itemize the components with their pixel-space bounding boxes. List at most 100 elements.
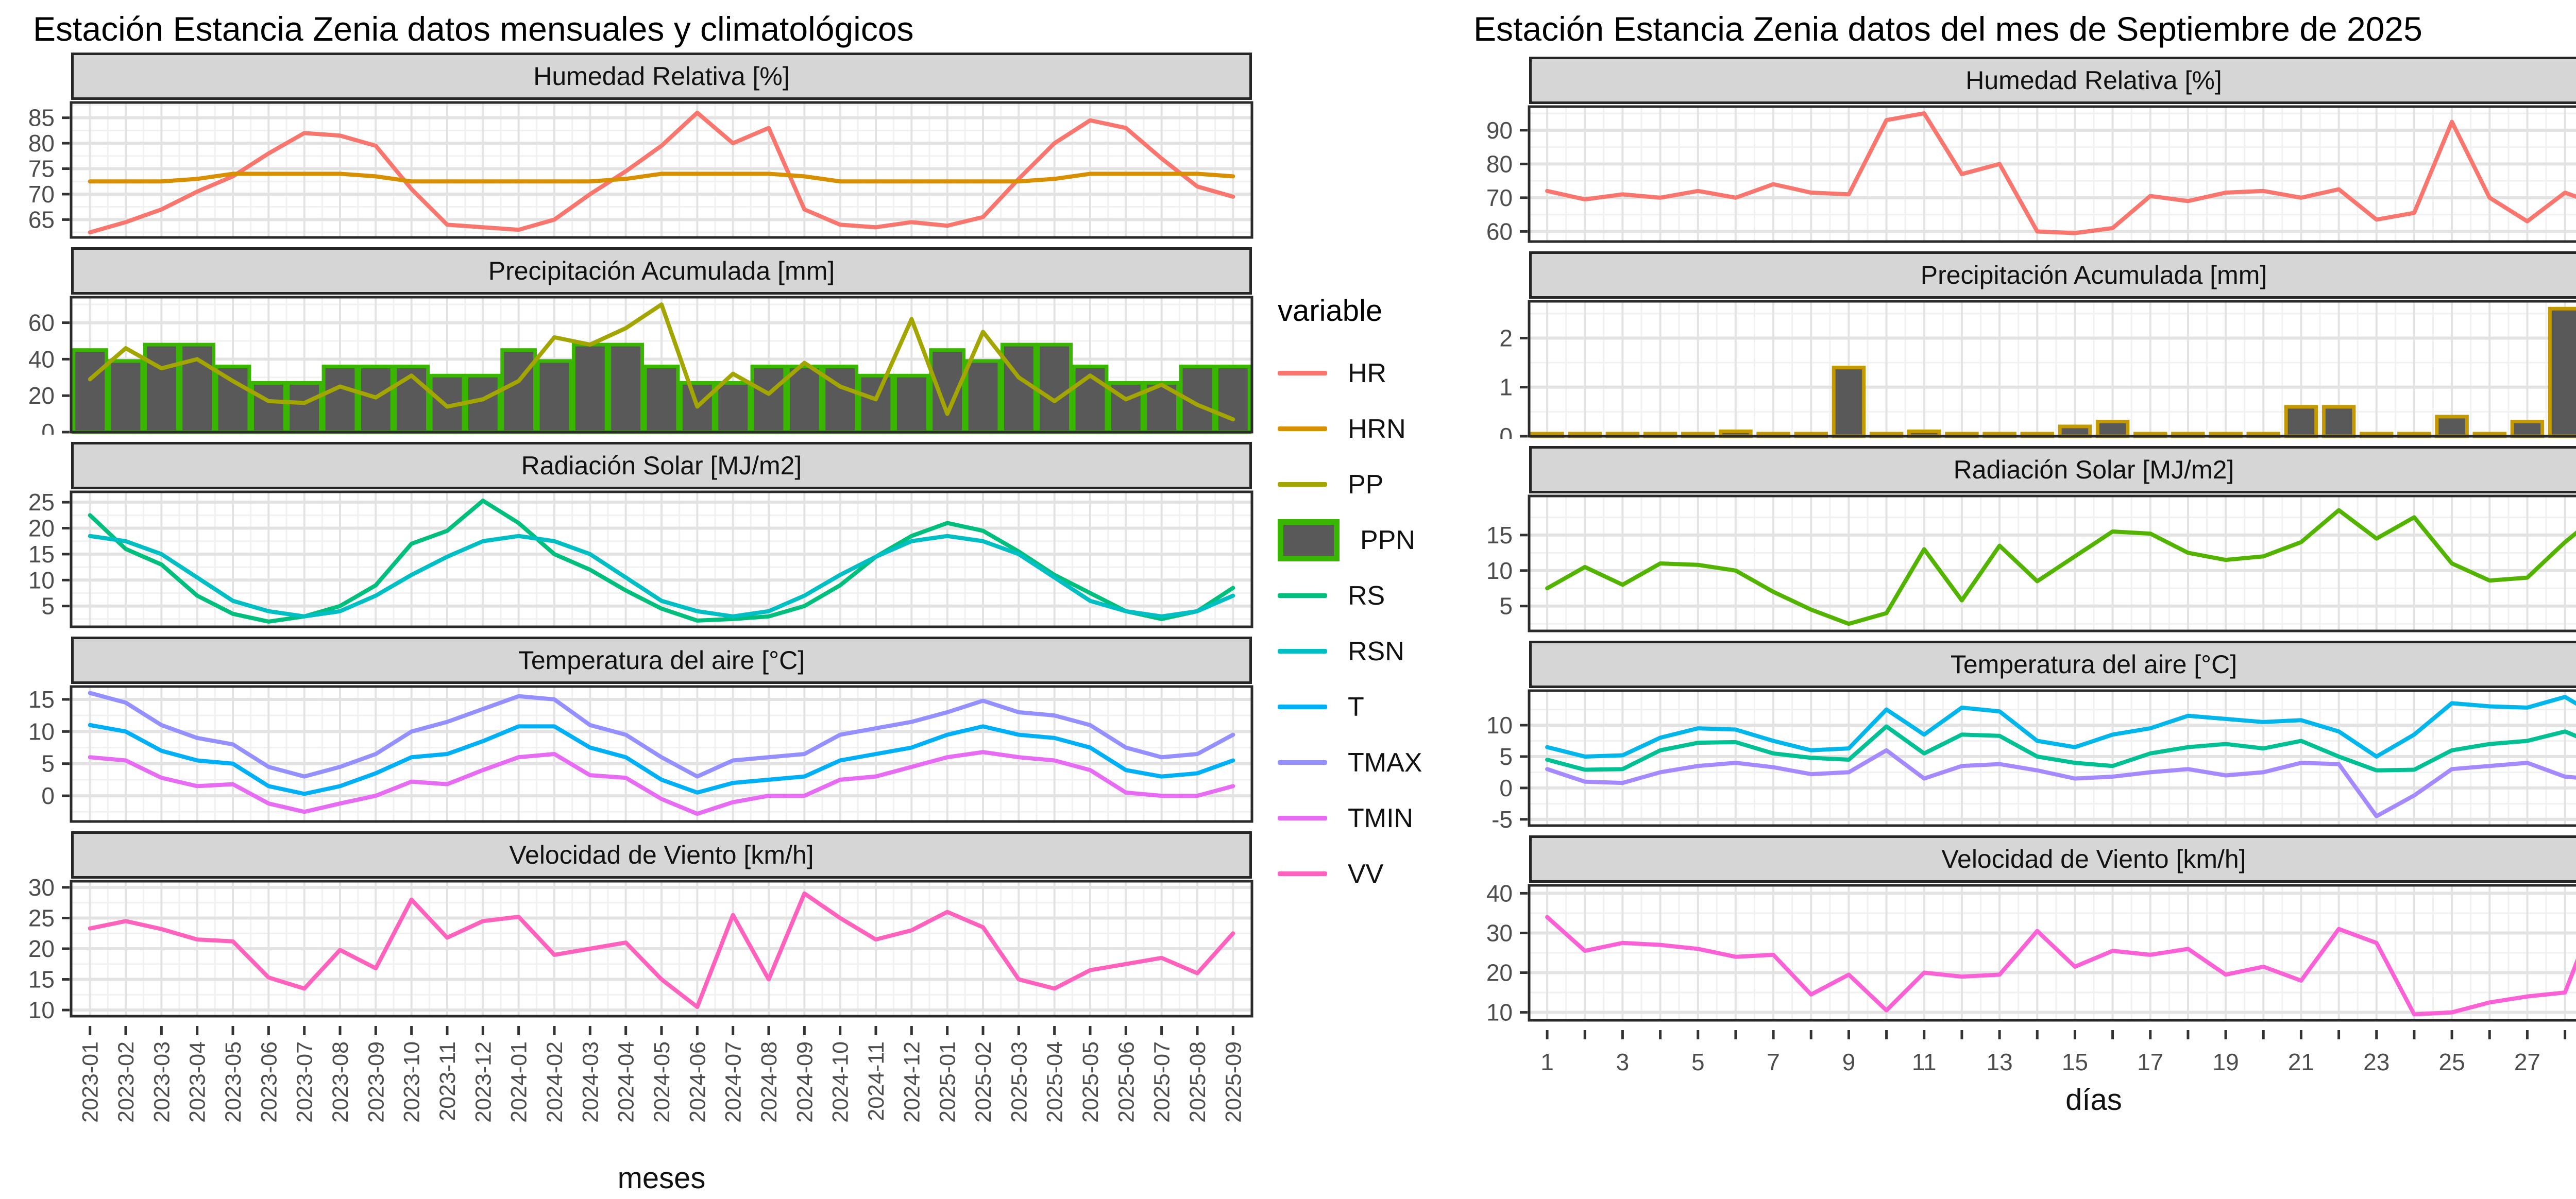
svg-text:2024-08: 2024-08	[757, 1041, 782, 1123]
svg-text:2025-08: 2025-08	[1185, 1041, 1210, 1123]
facet-plot: -5 0 5 10	[1486, 689, 2576, 828]
svg-text:75: 75	[28, 156, 55, 182]
monthly-legend: variable HR HRN PP PPN RS RSN T TMAX TMIN VV	[1260, 294, 1425, 902]
bar-PPN	[786, 365, 823, 434]
bar-PPN	[643, 365, 680, 434]
facet-plot: 5 10 15	[1486, 494, 2576, 632]
line-VV	[88, 891, 1235, 1009]
bar-PPN	[929, 348, 966, 434]
line-HRN	[88, 172, 1235, 184]
legend-item-HRN: HRN	[1278, 401, 1425, 457]
monthly-climate-chart: Estación Estancia Zenia datos mensuales …	[8, 5, 1443, 1195]
facet-plot: 0 20 40 60	[28, 296, 1253, 435]
facet-strip: Velocidad de Viento [km/h]	[1529, 835, 2576, 883]
september-facets: Humedad Relativa [%] 60 70 80 90 Precipitació…	[1466, 57, 2576, 1080]
line-TMIN	[1545, 748, 2576, 818]
bar-PPN	[964, 359, 1002, 434]
svg-text:5: 5	[1691, 1049, 1705, 1075]
bar-PPN	[822, 365, 859, 434]
bar-PP	[2284, 405, 2318, 438]
x-axis: 2023-01 2023-02 2023-03 2023-04 2023-05 2023-…	[78, 1026, 1246, 1123]
legend-item-VV: VV	[1278, 846, 1425, 902]
facet-strip: Humedad Relativa [%]	[1529, 57, 2576, 104]
line-T	[88, 723, 1235, 796]
legend-line-swatch	[1278, 871, 1327, 876]
legend-item-TMIN: TMIN	[1278, 791, 1425, 846]
bar-PPN	[750, 365, 787, 434]
legend-label: RS	[1348, 580, 1385, 611]
facet-plot: 60 70 80 90	[1486, 105, 2576, 244]
svg-text:2023-04: 2023-04	[185, 1041, 210, 1123]
legend-item-RS: RS	[1278, 568, 1425, 624]
svg-text:2024-10: 2024-10	[828, 1041, 853, 1123]
bar-PPN	[321, 365, 359, 434]
legend-label: RSN	[1348, 636, 1404, 666]
svg-text:60: 60	[28, 310, 55, 336]
facet-Precipitación Acumulada [mm]: Precipitación Acumulada [mm] 0 1 2	[1466, 251, 2576, 439]
legend-label: PP	[1348, 469, 1384, 500]
facet-strip: Velocidad de Viento [km/h]	[71, 831, 1252, 879]
bar-PP	[2095, 419, 2130, 438]
bar-PPN	[72, 348, 109, 434]
svg-text:15: 15	[28, 541, 55, 568]
svg-text:2025-06: 2025-06	[1114, 1041, 1139, 1123]
svg-text:30: 30	[28, 879, 55, 901]
svg-text:0: 0	[41, 782, 55, 809]
svg-text:2025-03: 2025-03	[1007, 1041, 1031, 1123]
svg-text:2024-09: 2024-09	[792, 1041, 817, 1123]
svg-text:5: 5	[1499, 593, 1513, 620]
svg-text:2024-03: 2024-03	[578, 1041, 603, 1123]
legend-label: PPN	[1360, 525, 1415, 555]
svg-text:2023-12: 2023-12	[471, 1041, 496, 1123]
line-PP	[88, 302, 1235, 422]
svg-text:70: 70	[28, 181, 55, 208]
line-HR	[88, 110, 1235, 235]
bar-PPN	[571, 342, 608, 434]
svg-text:2025-07: 2025-07	[1150, 1041, 1175, 1123]
legend-item-RSN: RSN	[1278, 624, 1425, 679]
bar-PPN	[1036, 342, 1073, 434]
legend-label: HRN	[1348, 414, 1406, 444]
bar-PP	[2058, 424, 2092, 438]
facet-plot: 0 5 10 15	[28, 685, 1253, 823]
legend-line-swatch	[1278, 371, 1327, 375]
svg-text:2023-05: 2023-05	[221, 1041, 246, 1123]
svg-text:2025-05: 2025-05	[1078, 1041, 1103, 1123]
bar-PP	[2510, 419, 2545, 438]
svg-text:2024-02: 2024-02	[543, 1041, 567, 1123]
svg-text:2023-09: 2023-09	[364, 1041, 388, 1123]
svg-text:2024-06: 2024-06	[685, 1041, 710, 1123]
svg-text:2023-11: 2023-11	[435, 1041, 460, 1121]
svg-text:25: 25	[28, 489, 55, 516]
svg-text:70: 70	[1486, 184, 1513, 211]
svg-text:2023-02: 2023-02	[114, 1041, 139, 1123]
svg-text:5: 5	[41, 750, 55, 777]
legend-line-swatch	[1278, 649, 1327, 654]
svg-text:10: 10	[28, 997, 55, 1019]
facet-Precipitación Acumulada [mm]: Precipitación Acumulada [mm] 0 20 40 60	[8, 247, 1260, 435]
svg-text:7: 7	[1767, 1049, 1780, 1075]
svg-text:2025-09: 2025-09	[1221, 1041, 1246, 1123]
svg-text:10: 10	[1486, 557, 1513, 584]
svg-text:2024-01: 2024-01	[507, 1041, 532, 1123]
svg-text:30: 30	[1486, 919, 1513, 946]
monthly-facets: Humedad Relativa [%] 65 70 75 80 85 Precipitac…	[8, 53, 1260, 1158]
svg-text:2023-01: 2023-01	[78, 1041, 103, 1123]
legend-label: TMAX	[1348, 747, 1422, 778]
svg-text:2024-11: 2024-11	[864, 1041, 889, 1121]
facet-strip: Temperatura del aire [°C]	[71, 637, 1252, 684]
legend-box-swatch	[1278, 519, 1340, 561]
legend-title: variable	[1278, 294, 1383, 328]
svg-text:20: 20	[28, 382, 55, 409]
bar-PPN	[500, 348, 537, 434]
svg-text:20: 20	[28, 935, 55, 962]
bar-PPN	[857, 373, 894, 434]
bar-PPN	[607, 342, 645, 434]
x-axis-title-dias: días	[2065, 1083, 2122, 1117]
svg-text:80: 80	[1486, 150, 1513, 177]
bar-PPN	[143, 342, 180, 434]
facet-plot: 10 15 20 25 30	[28, 879, 1253, 1019]
bar-PPN	[1214, 365, 1251, 434]
facet-plot: 0 1 2	[1499, 300, 2576, 439]
legend-label: TMIN	[1348, 803, 1414, 833]
